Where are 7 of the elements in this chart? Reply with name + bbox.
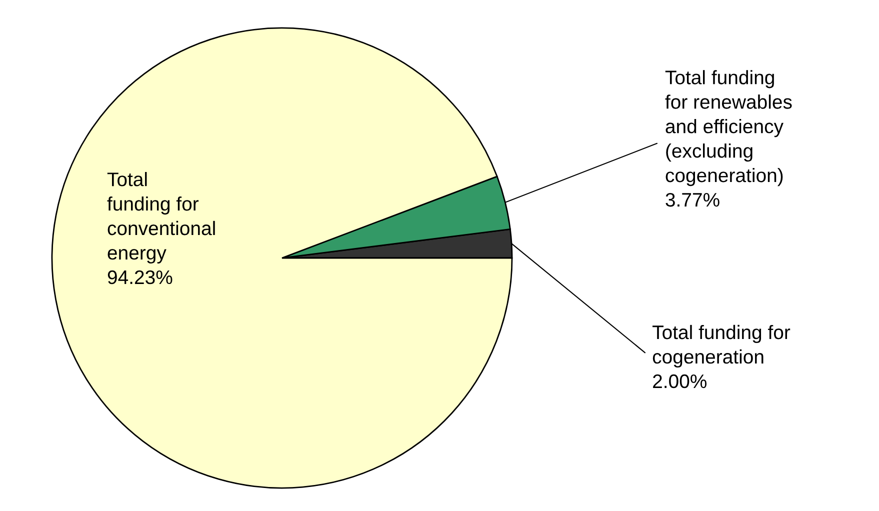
pie-slice [51,27,513,489]
data-label: 3.77% [666,192,720,207]
slice-label: Total funding for renewables and efficiency (excluding cogeneration) [665,70,792,186]
slice-label: Total funding for conventional energy [107,172,215,264]
data-label: 94.23% [108,270,172,284]
slice-label: Total funding for cogeneration [652,324,790,368]
data-label: 2.00% [653,374,707,388]
